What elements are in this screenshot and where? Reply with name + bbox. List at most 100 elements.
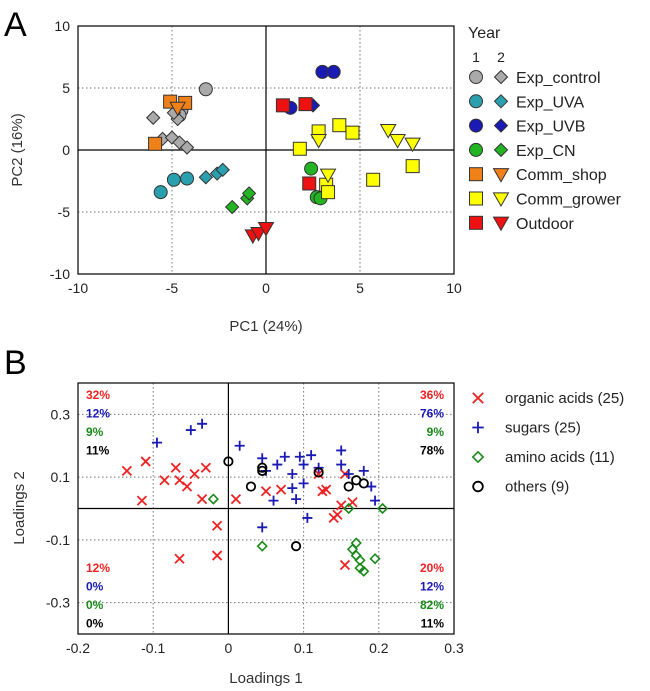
panel-b-quadrant-percentages: 32% 12% 9% 11% 36% 76% 9% 78% 12% 0% 0% 0% 20% 12% 82%…: [86, 388, 444, 631]
point-comm-grower-year2: [319, 168, 337, 184]
point-outdoor-year2: [257, 221, 275, 237]
point-sugars-25: [257, 522, 268, 533]
point-others-9: [257, 462, 268, 473]
y-tick-label: 0.1: [51, 469, 71, 485]
point-comm-grower-year1: [366, 172, 381, 187]
quadrant-top-left-percentage: 9%: [86, 425, 104, 439]
quadrant-bottom-right-percentage: 20%: [420, 561, 444, 575]
point-others-9: [223, 456, 234, 467]
point-organic-acids-25: [260, 486, 272, 497]
x-tick-label: 0.3: [444, 640, 464, 656]
point-amino-acids-11: [369, 553, 381, 565]
point-amino-acids-11: [354, 554, 366, 566]
point-organic-acids-25: [170, 462, 181, 473]
legend-others-marker: [472, 480, 484, 493]
y-tick-label: -0.1: [46, 532, 70, 548]
point-exp-uva-year1: [153, 185, 168, 200]
legend-comm-grower-label: Comm_grower: [516, 192, 622, 209]
x-tick-label: -5: [166, 280, 179, 296]
point-exp-uva-year1: [166, 172, 181, 187]
quadrant-top-left-percentage: 12%: [86, 407, 110, 421]
point-organic-acids-25: [189, 468, 200, 480]
point-exp-control-year2: [145, 110, 161, 125]
legend-exp-cn-label: Exp_CN: [516, 143, 576, 160]
legend-sugars-label: sugars (25): [505, 420, 581, 437]
point-others-9: [343, 481, 354, 492]
point-organic-acids-25: [121, 465, 133, 476]
quadrant-top-left-percentage: 11%: [86, 444, 110, 458]
point-exp-uvb-year1: [326, 64, 341, 79]
y-tick-label: -0.3: [46, 595, 70, 611]
legend-comm-shop-year1-marker: [469, 167, 483, 182]
legend-comm-shop-label: Comm_shop: [516, 167, 607, 184]
point-sugars-25: [151, 437, 162, 448]
y-tick-label: 5: [62, 80, 70, 96]
legend-title-year: Year: [468, 25, 501, 42]
panel-a-legend: Year 1 2 Exp_control Exp_UVA Exp_UVB Exp_CN…: [468, 25, 622, 233]
point-amino-acids-11: [358, 565, 370, 577]
legend-exp-uvb-year1-marker: [469, 118, 483, 133]
y-tick-label: 0.3: [51, 406, 71, 422]
legend-exp-cn-year2-marker: [493, 142, 509, 158]
point-sugars-25: [268, 495, 279, 506]
panel-b-y-axis-label: Loadings 2: [11, 471, 28, 544]
panel-b-zero-axes: [78, 383, 454, 634]
legend-organic-acids-label: organic acids (25): [505, 390, 624, 407]
point-outdoor-year1: [275, 98, 290, 113]
point-sugars-25: [298, 459, 309, 470]
point-others-9: [245, 481, 257, 492]
point-sugars-25: [302, 512, 313, 523]
point-organic-acids-25: [313, 468, 324, 480]
point-amino-acids-11: [350, 537, 362, 549]
legend-exp-uvb-year2-marker: [493, 118, 509, 133]
y-tick-label: 0: [62, 142, 70, 158]
point-comm-grower-year2: [310, 133, 328, 149]
quadrant-bottom-left-percentage: 0%: [86, 598, 104, 612]
point-sugars-25: [279, 451, 290, 462]
panel-b-legend: organic acids (25) sugars (25) amino acids…: [471, 390, 624, 496]
panel-a-label: A: [4, 6, 27, 44]
x-tick-label: 10: [446, 280, 462, 296]
y-tick-label: -10: [50, 266, 70, 282]
x-tick-label: 0.1: [294, 640, 314, 656]
point-organic-acids-25: [211, 520, 223, 531]
point-outdoor-year2: [250, 226, 267, 242]
point-comm-shop-year2: [169, 101, 187, 117]
legend-sugars-marker: [472, 421, 484, 434]
legend-outdoor-year2-marker: [492, 216, 510, 232]
legend-amino-acids-label: amino acids (11): [505, 449, 615, 466]
point-comm-grower-year2: [389, 133, 406, 149]
x-tick-label: 0: [225, 640, 233, 656]
point-exp-uva-year1: [180, 171, 195, 186]
quadrant-bottom-right-percentage: 82%: [420, 598, 444, 612]
point-organic-acids-25: [321, 484, 332, 495]
legend-comm-grower-year2-marker: [492, 192, 510, 208]
x-tick-label: -0.1: [141, 640, 165, 656]
panel-a-points: [145, 64, 422, 245]
point-amino-acids-11: [256, 540, 268, 552]
quadrant-bottom-left-percentage: 0%: [86, 580, 104, 594]
quadrant-top-right-percentage: 76%: [420, 407, 444, 421]
panel-a-tick-labels: -10 -5 0 5 10 -10 -5 0 5 10: [50, 18, 462, 296]
point-organic-acids-25: [230, 493, 242, 505]
point-exp-uva-year2: [215, 162, 230, 178]
legend-exp-uva-year2-marker: [493, 94, 509, 109]
point-others-9: [257, 465, 268, 476]
point-sugars-25: [358, 465, 369, 476]
legend-exp-uva-label: Exp_UVA: [516, 94, 585, 111]
point-sugars-25: [287, 483, 298, 494]
point-comm-grower-year2: [404, 137, 422, 153]
point-comm-grower-year2: [379, 124, 397, 139]
point-exp-cn-year1: [304, 161, 319, 176]
panel-a-y-axis-label: PC2 (16%): [9, 113, 26, 186]
point-sugars-25: [294, 451, 305, 462]
legend-comm-grower-year1-marker: [469, 191, 483, 206]
point-sugars-25: [234, 440, 245, 451]
point-sugars-25: [272, 459, 283, 470]
point-comm-grower-year1: [345, 125, 360, 140]
panel-b-tick-labels: -0.2 -0.1 0 0.1 0.2 0.3 0.3 0.1 -0.1 -0.3: [46, 406, 464, 656]
legend-amino-acids-marker: [471, 450, 485, 464]
x-tick-label: -10: [68, 280, 88, 296]
point-sugars-25: [306, 450, 317, 461]
